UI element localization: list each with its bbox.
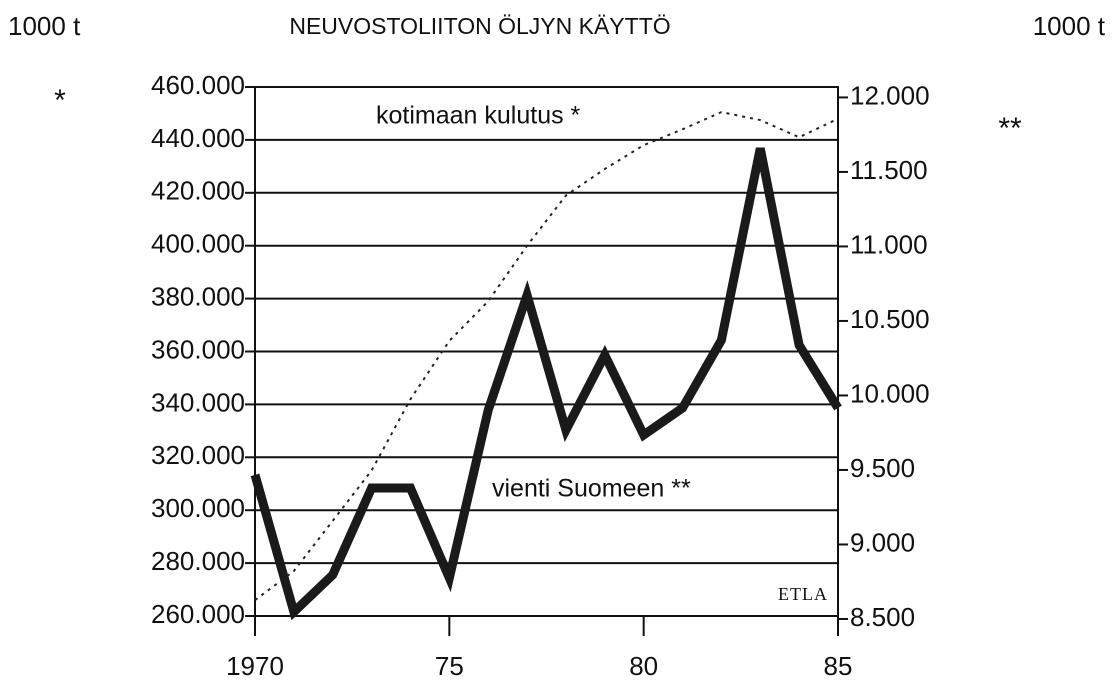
y2-tick-label: 9.000: [850, 527, 915, 557]
plot-frame: [254, 86, 839, 617]
annotation: vienti Suomeen **: [492, 475, 691, 503]
etla-box: [748, 580, 832, 610]
chart-title: NEUVOSTOLIITON ÖLJYN KÄYTTÖ: [289, 13, 670, 39]
y-tick-label: 360.000: [151, 334, 245, 364]
y2-tick-label: 11.000: [850, 229, 928, 259]
line-series: [250, 147, 842, 621]
x-tick-label: 75: [435, 651, 464, 681]
y2-tick-label: 9.500: [850, 453, 915, 483]
y-tick-label: 300.000: [151, 493, 245, 523]
annotation: kotimaan kulutus *: [376, 102, 581, 130]
x-tick-label: 85: [824, 651, 853, 681]
y-tick-label: 460.000: [151, 70, 245, 100]
y-tick-label: 260.000: [151, 599, 245, 629]
y-tick-label: 340.000: [151, 387, 245, 417]
line-series: [254, 111, 839, 601]
y2-marker: **: [998, 112, 1022, 145]
y-tick-label: 420.000: [151, 176, 245, 206]
y2-axis-label: 1000 t: [1033, 11, 1106, 41]
y-tick-label: 280.000: [151, 546, 245, 576]
y2-tick-label: 11.500: [850, 155, 928, 185]
y-marker: *: [54, 84, 66, 117]
y-tick-label: 320.000: [151, 440, 245, 470]
x-tick-label: 1970: [226, 651, 284, 681]
y-tick-label: 400.000: [151, 229, 245, 259]
y2-tick-label: 12.000: [850, 80, 930, 110]
y-tick-label: 380.000: [151, 281, 245, 311]
y-tick-label: 440.000: [151, 123, 245, 153]
y2-tick-label: 10.000: [850, 378, 930, 408]
y2-tick-label: 10.500: [850, 304, 930, 334]
y2-tick-label: 8.500: [850, 602, 915, 632]
annotation: ETLA: [778, 584, 828, 604]
x-tick-label: 80: [629, 651, 658, 681]
y-axis-label: 1000 t: [8, 11, 81, 41]
